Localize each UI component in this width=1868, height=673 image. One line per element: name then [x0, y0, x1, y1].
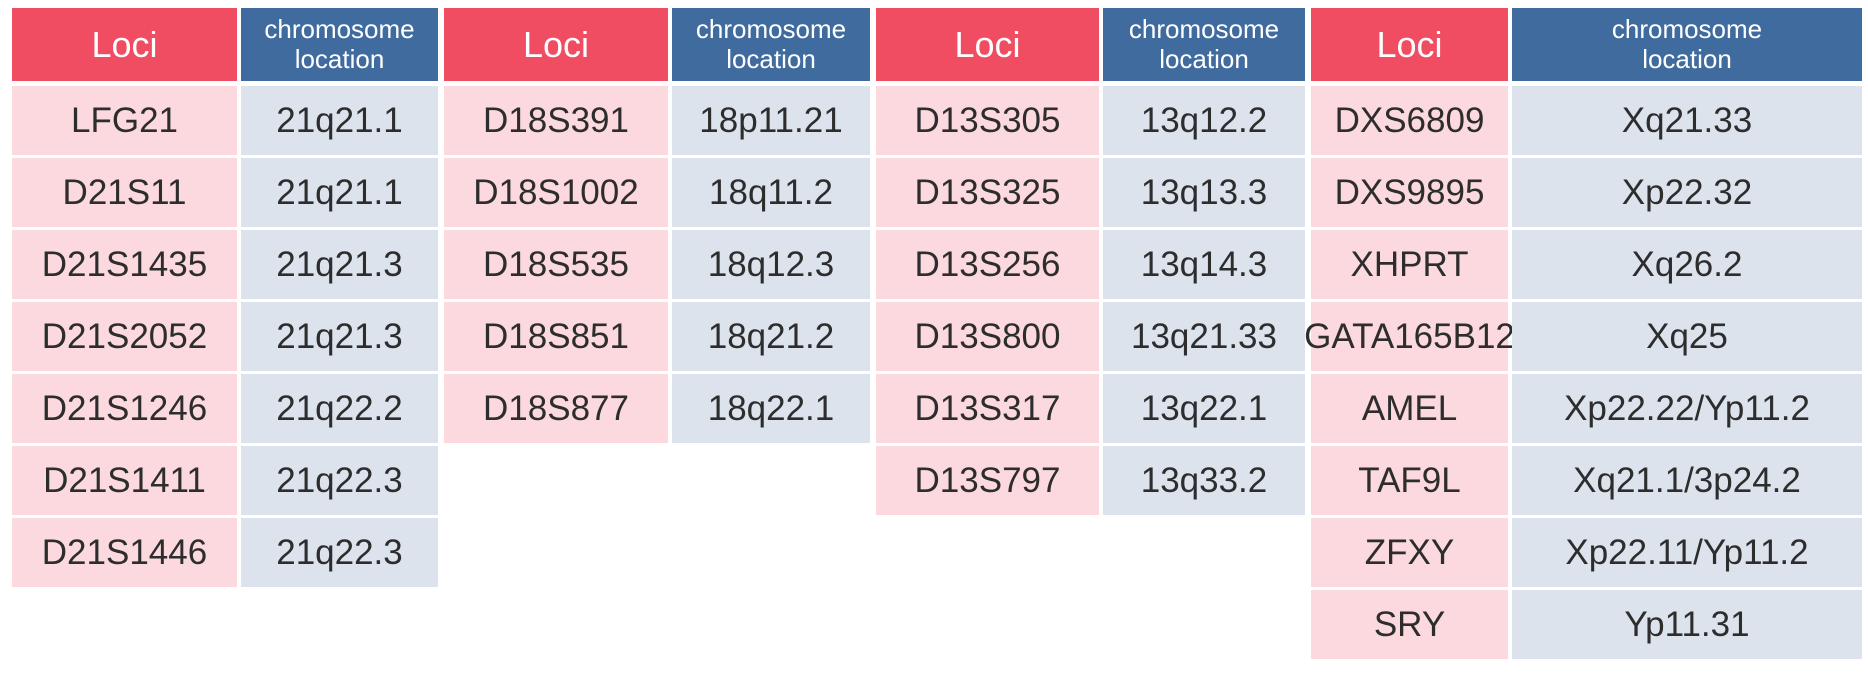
loci-cell: D21S1246: [12, 374, 237, 443]
location-cell: 13q22.1: [1103, 374, 1305, 443]
loci-column: Loci LFG21 D21S11 D21S1435 D21S2052 D21S1246 D…: [12, 8, 237, 587]
location-cell: Xp22.22/Yp11.2: [1512, 374, 1862, 443]
location-cell: 21q21.3: [241, 302, 438, 371]
location-cell: Yp11.31: [1512, 590, 1862, 659]
location-cell: 13q33.2: [1103, 446, 1305, 515]
loci-cell: D13S800: [876, 302, 1099, 371]
loci-cell: D18S851: [444, 302, 668, 371]
location-cell: Xq21.1/3p24.2: [1512, 446, 1862, 515]
loci-cell: D13S325: [876, 158, 1099, 227]
location-cell: 18q12.3: [672, 230, 870, 299]
location-cell: 18p11.21: [672, 86, 870, 155]
loci-cell: DXS6809: [1311, 86, 1508, 155]
loci-column: Loci D18S391 D18S1002 D18S535 D18S851 D18S877: [444, 8, 668, 443]
location-cell: 21q21.1: [241, 158, 438, 227]
loci-cell: D18S1002: [444, 158, 668, 227]
loci-cell: GATA165B12: [1304, 302, 1515, 371]
location-cell: Xq26.2: [1512, 230, 1862, 299]
location-cell: 13q13.3: [1103, 158, 1305, 227]
loci-cell: XHPRT: [1311, 230, 1508, 299]
loci-header: Loci: [1311, 8, 1508, 81]
loci-cell: DXS9895: [1311, 158, 1508, 227]
table-group-1: Loci LFG21 D21S11 D21S1435 D21S2052 D21S1246 D…: [12, 8, 438, 587]
location-header: chromosome location: [672, 8, 870, 81]
loci-cell: D21S11: [12, 158, 237, 227]
loci-cell: D21S1411: [12, 446, 237, 515]
location-cell: Xq25: [1512, 302, 1862, 371]
location-cell: 21q22.2: [241, 374, 438, 443]
loci-cell: SRY: [1311, 590, 1508, 659]
loci-cell: D18S391: [444, 86, 668, 155]
location-cell: 13q12.2: [1103, 86, 1305, 155]
location-cell: 21q21.1: [241, 86, 438, 155]
location-cell: 18q11.2: [672, 158, 870, 227]
location-header: chromosome location: [1103, 8, 1305, 81]
location-cell: Xq21.33: [1512, 86, 1862, 155]
loci-location-table: Loci LFG21 D21S11 D21S1435 D21S2052 D21S1246 D…: [12, 8, 1862, 659]
loci-header: Loci: [12, 8, 237, 81]
loci-column: Loci D13S305 D13S325 D13S256 D13S800 D13S317 D…: [876, 8, 1099, 515]
location-cell: Xp22.11/Yp11.2: [1512, 518, 1862, 587]
location-cell: 21q22.3: [241, 446, 438, 515]
loci-cell: AMEL: [1311, 374, 1508, 443]
table-group-2: Loci D18S391 D18S1002 D18S535 D18S851 D18S877…: [444, 8, 870, 443]
location-cell: 21q21.3: [241, 230, 438, 299]
location-column: chromosome location 21q21.1 21q21.1 21q21.3…: [241, 8, 438, 587]
location-cell: 13q14.3: [1103, 230, 1305, 299]
loci-cell: ZFXY: [1311, 518, 1508, 587]
location-column: chromosome location Xq21.33 Xp22.32 Xq26.2 X…: [1512, 8, 1862, 659]
location-header: chromosome location: [1512, 8, 1862, 81]
loci-column: Loci DXS6809 DXS9895 XHPRT GATA165B12 AMEL TAF…: [1304, 8, 1515, 659]
loci-cell: D21S2052: [12, 302, 237, 371]
table-group-4: Loci DXS6809 DXS9895 XHPRT GATA165B12 AMEL TAF…: [1304, 8, 1862, 659]
location-cell: 21q22.3: [241, 518, 438, 587]
loci-cell: D13S305: [876, 86, 1099, 155]
location-header: chromosome location: [241, 8, 438, 81]
loci-cell: D13S256: [876, 230, 1099, 299]
location-cell: 13q21.33: [1103, 302, 1305, 371]
location-cell: 18q22.1: [672, 374, 870, 443]
loci-header: Loci: [876, 8, 1099, 81]
loci-cell: D13S317: [876, 374, 1099, 443]
location-cell: 18q21.2: [672, 302, 870, 371]
loci-cell: D21S1446: [12, 518, 237, 587]
loci-cell: D21S1435: [12, 230, 237, 299]
location-column: chromosome location 13q12.2 13q13.3 13q14.3…: [1103, 8, 1305, 515]
loci-cell: D18S535: [444, 230, 668, 299]
loci-cell: D13S797: [876, 446, 1099, 515]
location-cell: Xp22.32: [1512, 158, 1862, 227]
table-group-3: Loci D13S305 D13S325 D13S256 D13S800 D13S317 D…: [876, 8, 1305, 515]
loci-cell: TAF9L: [1311, 446, 1508, 515]
loci-cell: D18S877: [444, 374, 668, 443]
location-column: chromosome location 18p11.21 18q11.2 18q12.…: [672, 8, 870, 443]
loci-header: Loci: [444, 8, 668, 81]
loci-cell: LFG21: [12, 86, 237, 155]
